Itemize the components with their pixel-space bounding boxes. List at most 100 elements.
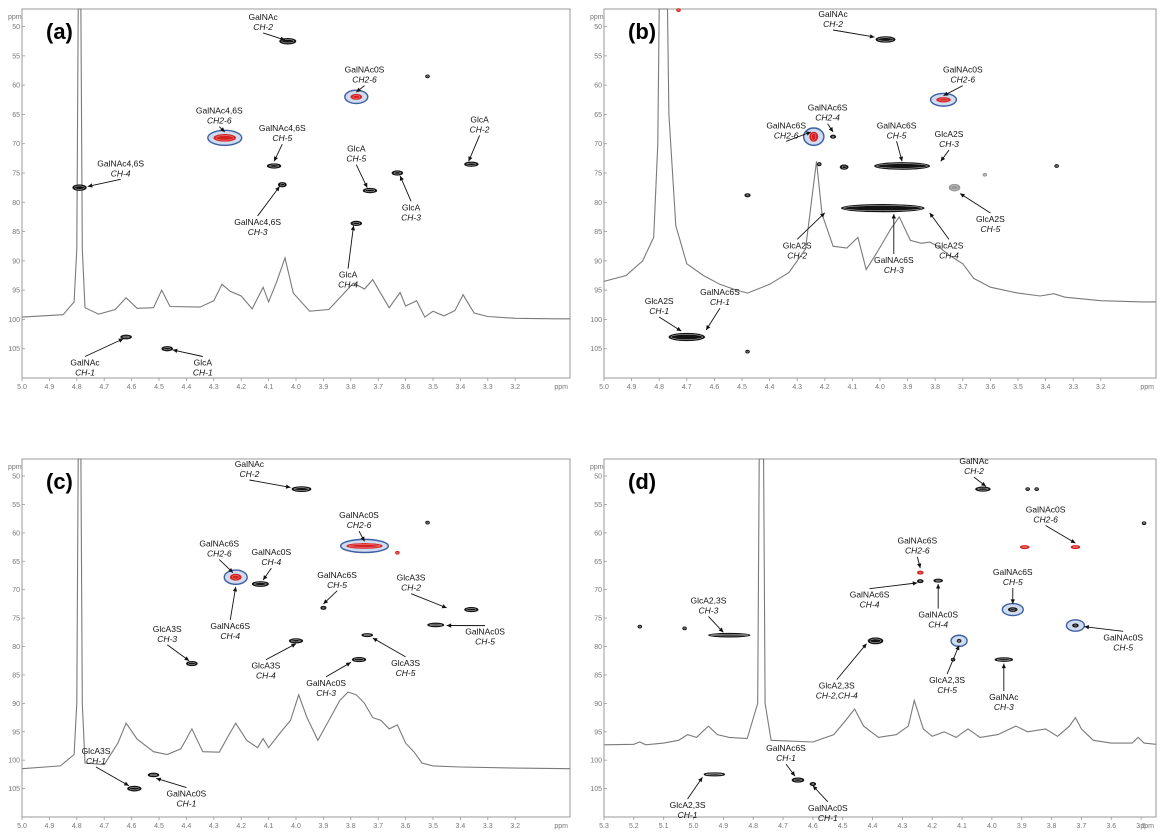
x-tick-label: 3.4 (1041, 384, 1051, 391)
x-tick-label: 3.3 (483, 823, 493, 830)
arrow-head (274, 156, 278, 162)
cross-peak (251, 581, 269, 587)
annotation-position: CH-3 (401, 212, 421, 222)
annotation-residue: GlcA (470, 114, 489, 124)
x-tick-label: 4.6 (127, 823, 137, 830)
annotation-position: CH2-6 (207, 549, 232, 559)
y-tick-label: 105 (590, 346, 602, 353)
annotation-position: CH-4 (939, 250, 959, 260)
annotation-residue: GalNAc6S (874, 255, 914, 265)
x-tick-label: 3.9 (319, 384, 329, 391)
peak-contour (793, 778, 803, 782)
y-tick-label: 55 (12, 53, 20, 60)
cross-peak (425, 74, 430, 79)
cross-peak (875, 36, 896, 43)
annotation-arrow (833, 29, 875, 38)
panel-d: ppm 50 55 60 65 70 75 80 85 90 95 100 105 5.3 5.2 5.1 5.… (590, 455, 1164, 839)
arrow-head (184, 656, 190, 661)
y-tick-label: 50 (594, 24, 602, 31)
y-tick-label: 65 (12, 559, 20, 566)
x-tick-label: 4.4 (868, 823, 878, 830)
arrow-head (828, 127, 834, 132)
proton-spectrum-trace (603, 458, 1157, 746)
peak-contour (831, 135, 835, 138)
peak-contour (429, 623, 443, 626)
x-tick-label: 4.8 (72, 823, 82, 830)
arrow-head (960, 193, 966, 198)
arrow-head (812, 785, 818, 791)
annotation-position: CH-5 (475, 637, 495, 647)
cross-peak (1019, 545, 1030, 550)
x-tick-label: 3.3 (1068, 384, 1078, 391)
arrow-head (285, 484, 291, 489)
arrow-head (940, 156, 946, 162)
arrow-head (87, 183, 93, 188)
x-tick-label: 4.9 (627, 384, 637, 391)
annotation-arrow (84, 338, 124, 357)
annotation-position: CH-2 (823, 19, 843, 29)
x-tick-label: 3.5 (428, 823, 438, 830)
peak-contour (149, 773, 158, 776)
peak-contour (215, 135, 234, 141)
cross-peak (936, 97, 951, 103)
annotation-position: CH-2 (239, 469, 259, 479)
x-tick-label: 4.5 (154, 384, 164, 391)
annotation-residue: GlcA2S (645, 296, 674, 306)
x-tick-label: 5.0 (17, 384, 27, 391)
x-tick-label: 3.2 (510, 384, 520, 391)
annotation-position: CH-3 (699, 605, 719, 615)
annotation-residue: GalNAc6S (766, 743, 806, 753)
peak-contour (1035, 488, 1038, 490)
arrow-head (806, 131, 811, 136)
panel-label: (b) (628, 19, 656, 44)
cross-peak (839, 164, 849, 170)
x-tick-label: 4.4 (182, 823, 192, 830)
x-tick-label: 3.7 (373, 823, 383, 830)
proton-spectrum-trace (21, 8, 570, 320)
annotation-position: CH-5 (272, 133, 292, 143)
x-tick-label: 3.5 (1136, 823, 1146, 830)
annotation-position: CH-4 (860, 600, 880, 610)
annotation-residue: GalNAc6S (700, 287, 740, 297)
peak-contour (670, 334, 703, 340)
y-unit-label: ppm (8, 14, 22, 21)
annotation-residue: GlcA3S (82, 746, 111, 756)
arrow-head (172, 348, 178, 353)
peak-contour (268, 164, 280, 168)
annotation-residue: GalNAc0S (808, 803, 848, 813)
x-tick-label: 5.2 (629, 823, 639, 830)
y-tick-label: 50 (12, 24, 20, 31)
annotation-position: CH-3 (248, 227, 268, 237)
x-tick-label: 3.4 (456, 384, 466, 391)
y-tick-label: 80 (594, 644, 602, 651)
annotation-position: CH-1 (86, 756, 106, 766)
peak-contour (1021, 546, 1028, 548)
cross-peak (676, 8, 681, 13)
arrow-head (917, 563, 922, 569)
annotation-position: CH-4 (338, 280, 358, 290)
cross-peak (186, 660, 198, 667)
annotation-position: CH-1 (176, 799, 196, 809)
cross-peak (668, 332, 706, 342)
x-tick-label: 3.6 (401, 823, 411, 830)
cross-peak (120, 334, 132, 340)
cross-peak (682, 626, 687, 631)
arrow-head (123, 781, 129, 786)
annotation-arrow (399, 175, 412, 202)
annotation-arrow (257, 186, 280, 217)
annotation-position: CH-2 (401, 583, 421, 593)
cross-peak (320, 605, 327, 610)
peak-contour (1055, 165, 1058, 167)
annotation-residue: GlcA2,3S (670, 800, 706, 810)
